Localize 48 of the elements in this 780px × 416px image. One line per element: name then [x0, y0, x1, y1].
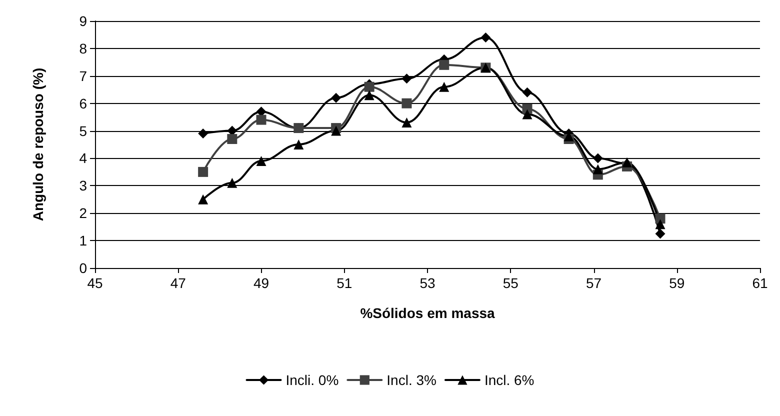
point [402, 98, 412, 108]
point [331, 92, 342, 103]
point [294, 140, 304, 150]
point [198, 166, 208, 177]
x-tick-label: 45 [87, 275, 103, 291]
point [592, 153, 603, 164]
point [592, 164, 603, 174]
y-tick-label: 5 [79, 122, 88, 139]
y-tick-label: 4 [79, 150, 88, 166]
x-tick-label: 51 [336, 275, 352, 291]
x-axis-title: %Sólidos em massa [360, 305, 496, 321]
y-tick-label: 0 [79, 260, 88, 276]
point [256, 114, 266, 125]
legend-label: Incl. 6% [484, 372, 534, 388]
y-tick-label: 1 [79, 232, 88, 249]
legend-label: Incli. 0% [286, 372, 339, 388]
y-tick-label: 8 [79, 40, 88, 56]
x-tick-label: 49 [253, 275, 270, 291]
point [198, 194, 208, 204]
point [655, 228, 666, 239]
y-tick-label: 9 [79, 13, 88, 29]
point [256, 156, 266, 166]
y-tick-label: 2 [79, 205, 88, 222]
x-tick-label: 55 [502, 275, 519, 291]
point [364, 90, 374, 100]
point [522, 109, 532, 120]
x-tick-label: 53 [420, 275, 436, 291]
legend-label: Incl. 3% [386, 372, 436, 388]
point [198, 128, 208, 139]
point [522, 87, 532, 98]
point [402, 118, 412, 128]
point [227, 134, 238, 144]
point [402, 74, 412, 84]
y-tick-label: 6 [79, 95, 88, 112]
y-axis-title: Angulo de repouso (%) [30, 68, 46, 222]
y-tick-label: 7 [79, 68, 88, 84]
point [480, 32, 491, 42]
x-tick-label: 61 [752, 275, 768, 291]
point [439, 60, 450, 70]
x-tick-label: 59 [669, 275, 685, 291]
point [364, 82, 374, 92]
point [655, 219, 666, 230]
x-tick-label: 47 [170, 275, 186, 291]
point [331, 126, 342, 136]
point [439, 82, 450, 92]
point [227, 178, 238, 188]
x-tick-label: 57 [586, 275, 602, 291]
y-tick-label: 3 [79, 178, 88, 194]
